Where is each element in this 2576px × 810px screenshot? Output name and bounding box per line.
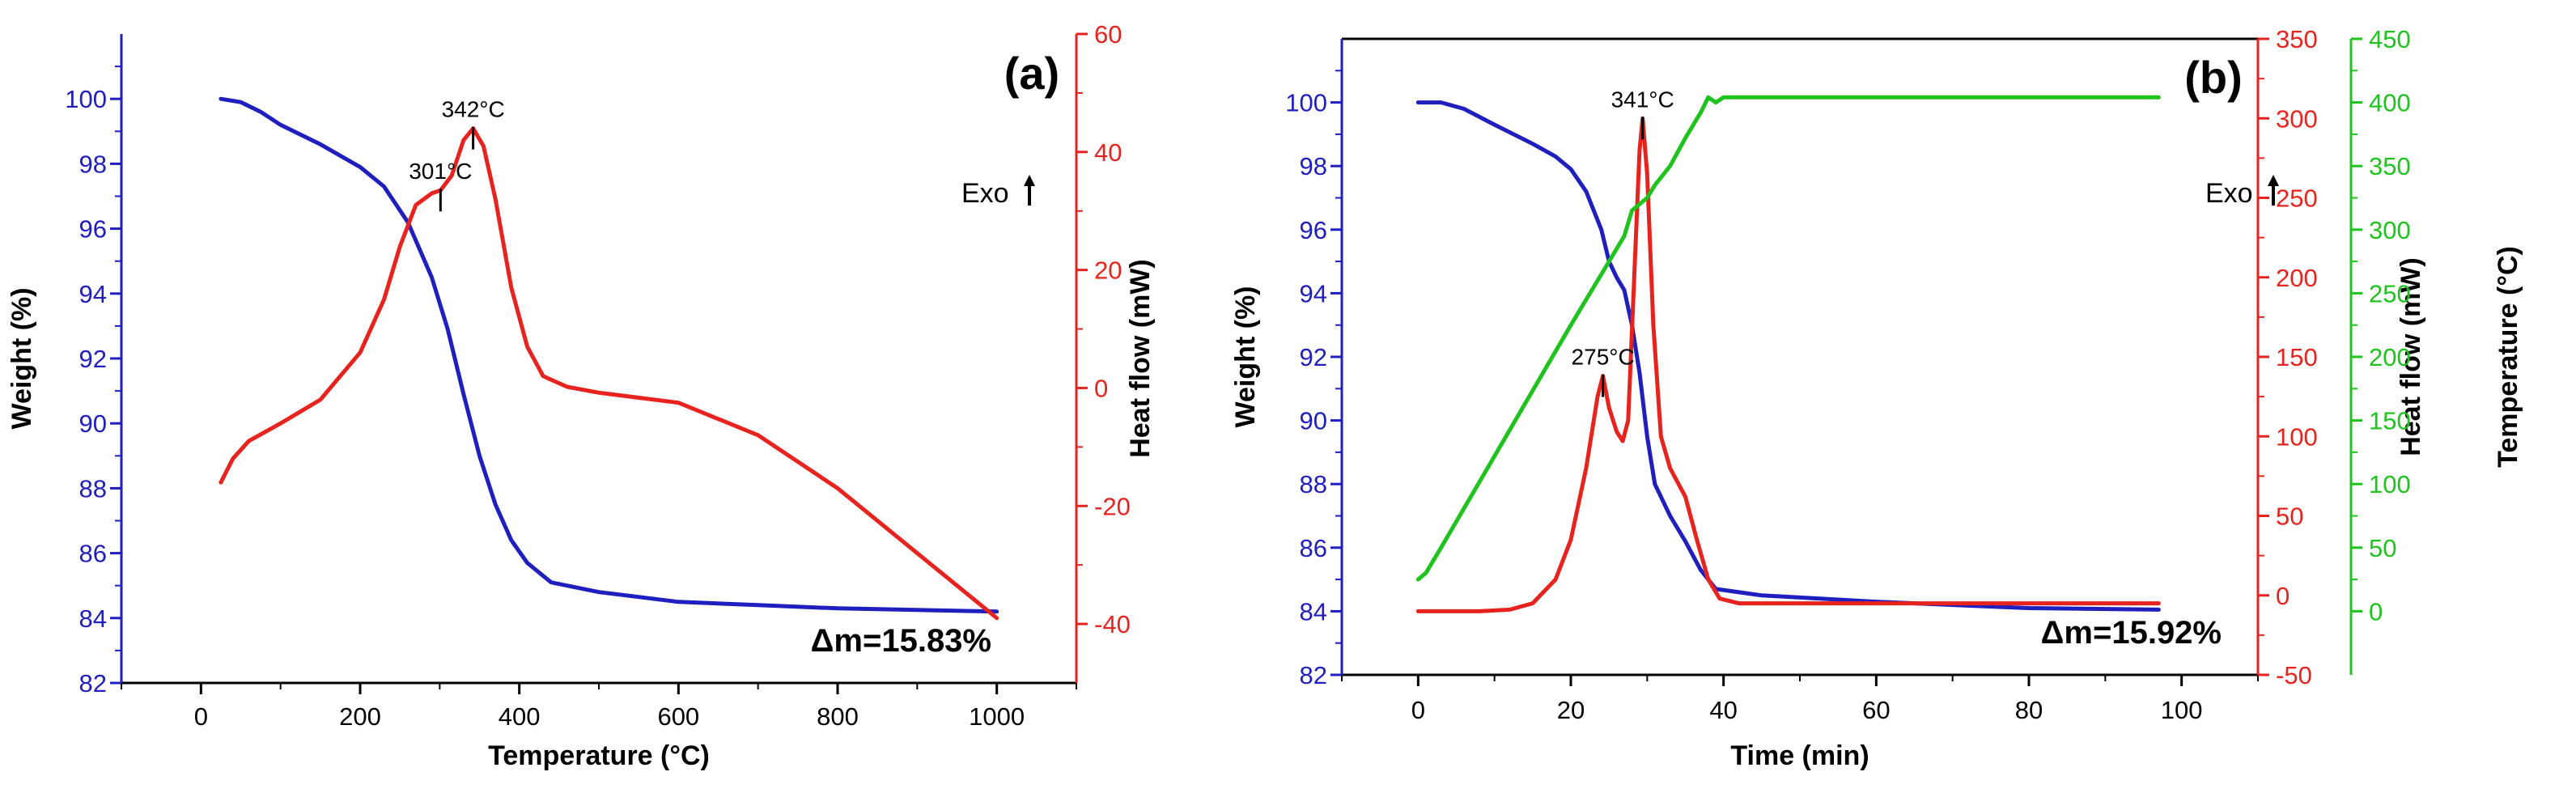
x-tick-label: 100 bbox=[2161, 696, 2203, 724]
y-tick-label: 100 bbox=[2276, 422, 2318, 451]
series-line-heat-flow bbox=[219, 126, 999, 621]
y-tick-label: 90 bbox=[79, 409, 107, 438]
peak-annotation: 341°C bbox=[1611, 87, 1674, 112]
y-tick-label: 300 bbox=[2369, 216, 2411, 244]
y-tick-label: 200 bbox=[2276, 264, 2318, 292]
y-tick-label: 450 bbox=[2369, 25, 2411, 53]
y-tick-label: 150 bbox=[2276, 343, 2318, 371]
x-tick-label: 0 bbox=[1411, 696, 1425, 724]
y-tick-label: 350 bbox=[2369, 152, 2411, 180]
y-tick-label: 40 bbox=[1094, 138, 1122, 167]
y-tick-label: 82 bbox=[1300, 661, 1327, 689]
y-tick-label: 100 bbox=[2369, 470, 2411, 498]
y-tick-label: -20 bbox=[1094, 492, 1131, 520]
mass-loss-label: Δm=15.83% bbox=[811, 623, 991, 659]
mass-loss-label: Δm=15.92% bbox=[2041, 615, 2222, 651]
exo-arrow-head-icon bbox=[1024, 175, 1035, 186]
y-axis-title: Weight (%) bbox=[1230, 286, 1261, 427]
x-axis-title: Temperature (°C) bbox=[488, 740, 710, 771]
y-tick-label: 150 bbox=[2369, 407, 2411, 435]
peak-annotation: 301°C bbox=[409, 159, 472, 184]
y-axis-title: Temperature (°C) bbox=[2493, 246, 2523, 468]
y-tick-label: 94 bbox=[79, 280, 107, 308]
y-tick-label: 250 bbox=[2276, 184, 2318, 213]
y-tick-label: 250 bbox=[2369, 279, 2411, 307]
x-tick-label: 80 bbox=[2015, 696, 2043, 724]
y-axis-title: Weight (%) bbox=[6, 287, 37, 429]
y-tick-label: 60 bbox=[1094, 20, 1122, 49]
y-tick-label: 0 bbox=[2276, 582, 2290, 610]
exo-label: Exo bbox=[2205, 178, 2253, 209]
peak-annotation: 275°C bbox=[1572, 345, 1635, 370]
x-tick-label: 1000 bbox=[969, 702, 1025, 731]
y-tick-label: 0 bbox=[1094, 374, 1108, 402]
y-tick-label: 82 bbox=[79, 669, 107, 698]
x-tick-label: 400 bbox=[499, 702, 541, 731]
y-tick-label: -40 bbox=[1094, 610, 1131, 638]
y-tick-label: 88 bbox=[79, 474, 107, 503]
y-tick-label: 20 bbox=[1094, 257, 1122, 285]
y-tick-label: 84 bbox=[79, 604, 107, 633]
series-line-weight bbox=[1415, 100, 2161, 612]
y-tick-label: 92 bbox=[1300, 343, 1327, 371]
x-tick-label: 60 bbox=[1862, 696, 1890, 724]
x-axis-title: Time (min) bbox=[1730, 740, 1869, 771]
y-tick-label: 300 bbox=[2276, 104, 2318, 133]
y-tick-label: 98 bbox=[1300, 152, 1327, 180]
y-tick-label: 98 bbox=[79, 150, 107, 178]
y-tick-label: 0 bbox=[2369, 597, 2383, 626]
y-tick-label: 86 bbox=[79, 540, 107, 568]
series-line-temperature bbox=[1415, 95, 2161, 582]
series-line-heat-flow bbox=[1415, 116, 2161, 613]
y-tick-label: 92 bbox=[79, 345, 107, 373]
x-tick-label: 800 bbox=[817, 702, 859, 731]
exo-arrow-head-icon bbox=[2268, 175, 2279, 186]
y-axis-title: Heat flow (mW) bbox=[1125, 259, 1156, 458]
y-tick-label: 50 bbox=[2369, 534, 2396, 562]
exo-label: Exo bbox=[961, 178, 1009, 209]
x-tick-label: 0 bbox=[194, 702, 208, 731]
y-tick-label: 86 bbox=[1300, 534, 1327, 562]
x-tick-label: 40 bbox=[1709, 696, 1737, 724]
y-tick-label: 84 bbox=[1300, 597, 1327, 626]
chart-panel-b: 0 20 40 60 80 100 Time (min) 82 84 86 88 90 92 94 96 98… bbox=[1230, 25, 2523, 771]
y-tick-label: 90 bbox=[1300, 407, 1327, 435]
y-tick-label: 88 bbox=[1300, 470, 1327, 498]
y-tick-label: 94 bbox=[1300, 279, 1327, 307]
y-tick-label: 50 bbox=[2276, 503, 2303, 531]
x-tick-label: 20 bbox=[1557, 696, 1585, 724]
panel-label: (a) bbox=[1004, 48, 1059, 99]
y-tick-label: 400 bbox=[2369, 89, 2411, 117]
y-tick-label: 100 bbox=[65, 85, 107, 113]
panel-label: (b) bbox=[2184, 52, 2243, 103]
x-tick-label: 600 bbox=[657, 702, 699, 731]
x-tick-label: 200 bbox=[339, 702, 381, 731]
y-tick-label: 350 bbox=[2276, 25, 2318, 53]
y-tick-label: 100 bbox=[1285, 89, 1327, 117]
peak-annotation: 342°C bbox=[442, 97, 505, 122]
y-tick-label: 96 bbox=[79, 215, 107, 244]
series-line-weight bbox=[219, 96, 999, 614]
y-axis-title: Heat flow (mW) bbox=[2396, 257, 2426, 456]
y-tick-label: -50 bbox=[2276, 661, 2312, 689]
y-tick-label: 96 bbox=[1300, 216, 1327, 244]
y-tick-label: 200 bbox=[2369, 343, 2411, 371]
